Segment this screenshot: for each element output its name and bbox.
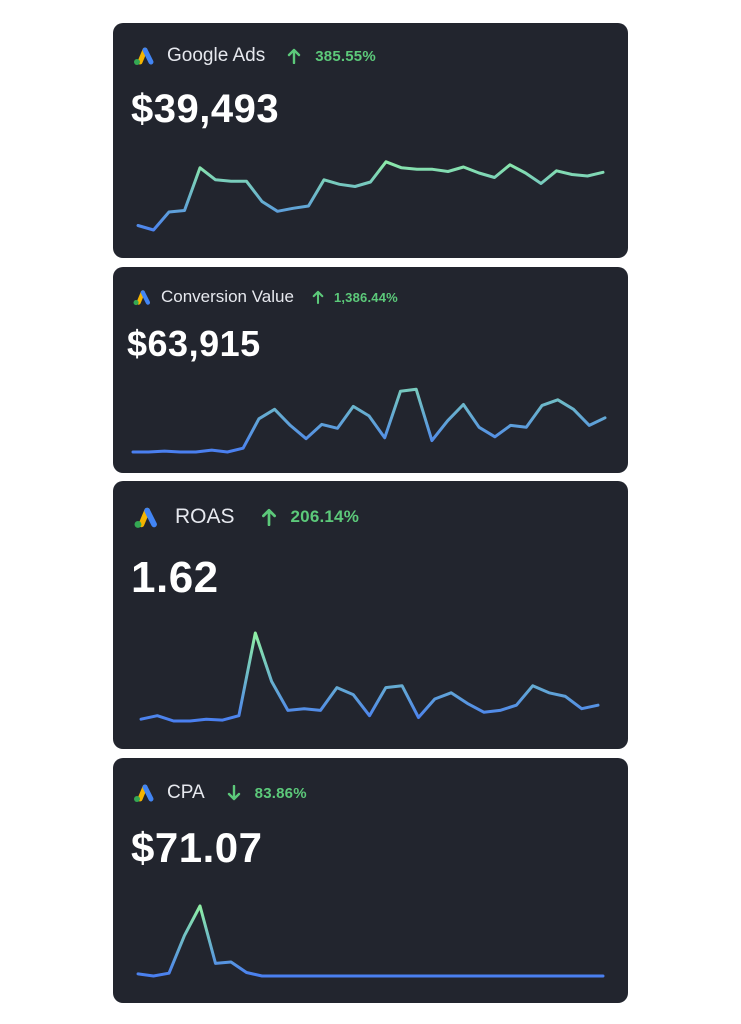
- change-badge: 1,386.44%: [312, 290, 398, 305]
- metric-value: $39,493: [131, 87, 280, 131]
- card-header: Conversion Value 1,386.44%: [131, 287, 398, 307]
- google-ads-logo-icon: [134, 47, 154, 65]
- card-title: Google Ads: [167, 45, 266, 66]
- sparkline-series: [131, 387, 607, 454]
- change-percent: 1,386.44%: [333, 289, 398, 305]
- sparkline-chart: [136, 904, 605, 978]
- sparkline-chart: [139, 631, 600, 723]
- google-ads-logo-icon: [134, 507, 157, 528]
- card-title: CPA: [167, 782, 205, 803]
- metric-card-roas[interactable]: ROAS 206.14% 1.62: [113, 481, 628, 749]
- change-badge: 385.55%: [287, 48, 376, 65]
- card-title: ROAS: [175, 505, 235, 528]
- sparkline-series: [136, 160, 605, 232]
- metric-card-google-ads[interactable]: Google Ads 385.55% $39,493: [113, 23, 628, 258]
- sparkline-chart: [131, 387, 607, 454]
- change-badge: 206.14%: [261, 507, 360, 527]
- metric-value: $71.07: [131, 824, 263, 871]
- card-header: ROAS 206.14%: [131, 505, 359, 529]
- card-title: Conversion Value: [161, 287, 294, 306]
- metric-value: 1.62: [131, 553, 219, 602]
- change-percent: 385.55%: [315, 47, 376, 65]
- metric-card-cpa[interactable]: CPA 83.86% $71.07: [113, 758, 628, 1003]
- sparkline-series: [136, 904, 605, 978]
- card-header: CPA 83.86%: [131, 782, 307, 804]
- arrow-up-icon: [312, 290, 324, 304]
- sparkline-series: [139, 631, 600, 723]
- google-ads-logo-icon: [134, 784, 154, 802]
- google-ads-logo-icon: [133, 289, 151, 305]
- sparkline-chart: [136, 160, 605, 232]
- change-percent: 83.86%: [254, 784, 307, 802]
- arrow-down-icon: [227, 785, 240, 801]
- change-percent: 206.14%: [290, 507, 360, 526]
- metric-value: $63,915: [127, 323, 261, 364]
- arrow-up-icon: [288, 48, 301, 64]
- metric-card-conversion-value[interactable]: Conversion Value 1,386.44% $63,915: [113, 267, 628, 473]
- change-badge: 83.86%: [227, 785, 307, 802]
- card-header: Google Ads 385.55%: [131, 45, 376, 67]
- arrow-up-icon: [261, 508, 276, 526]
